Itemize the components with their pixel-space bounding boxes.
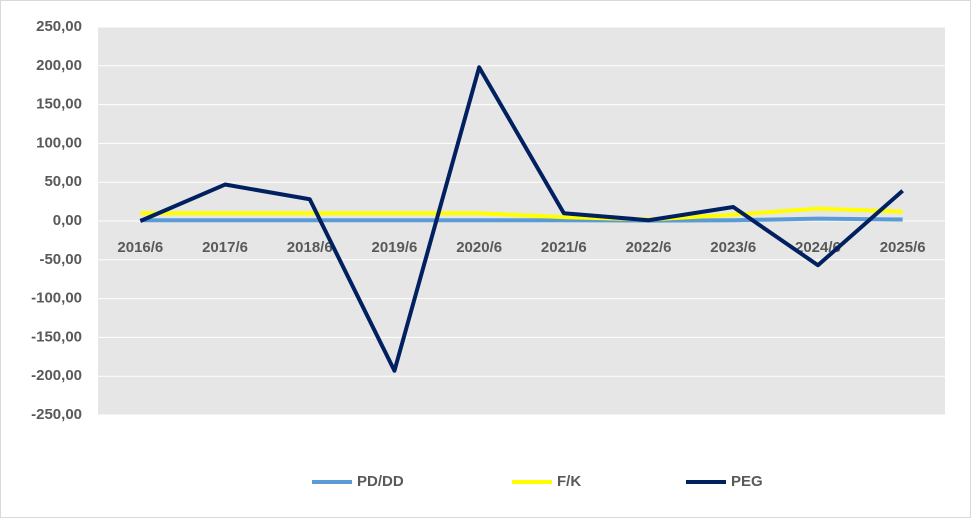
series-line	[140, 216, 903, 223]
legend-label: PEG	[731, 473, 763, 490]
legend-label: PD/DD	[357, 473, 404, 490]
y-tick-label: -150,00	[31, 328, 82, 345]
x-tick-label: 2022/6	[626, 239, 672, 256]
x-tick-label: 2016/6	[117, 239, 163, 256]
y-tick-label: 100,00	[36, 134, 82, 151]
x-tick-label: 2020/6	[456, 239, 502, 256]
series-line	[139, 65, 904, 373]
y-tick-label: 0,00	[53, 212, 82, 229]
y-tick-label: -50,00	[39, 251, 82, 268]
y-tick-label: 200,00	[36, 57, 82, 74]
legend-label: F/K	[557, 473, 581, 490]
x-tick-label: 2019/6	[372, 239, 418, 256]
y-tick-label: -100,00	[31, 290, 82, 307]
x-tick-label: 2021/6	[541, 239, 587, 256]
x-tick-label: 2025/6	[880, 239, 926, 256]
y-tick-label: -200,00	[31, 367, 82, 384]
x-tick-label: 2017/6	[202, 239, 248, 256]
y-tick-label: -250,00	[31, 406, 82, 423]
y-tick-label: 150,00	[36, 96, 82, 113]
x-tick-label: 2018/6	[287, 239, 333, 256]
series-line	[140, 206, 903, 222]
y-tick-label: 250,00	[36, 18, 82, 35]
x-tick-label: 2023/6	[710, 239, 756, 256]
x-tick-label: 2024/6	[795, 239, 841, 256]
y-tick-label: 50,00	[44, 173, 82, 190]
